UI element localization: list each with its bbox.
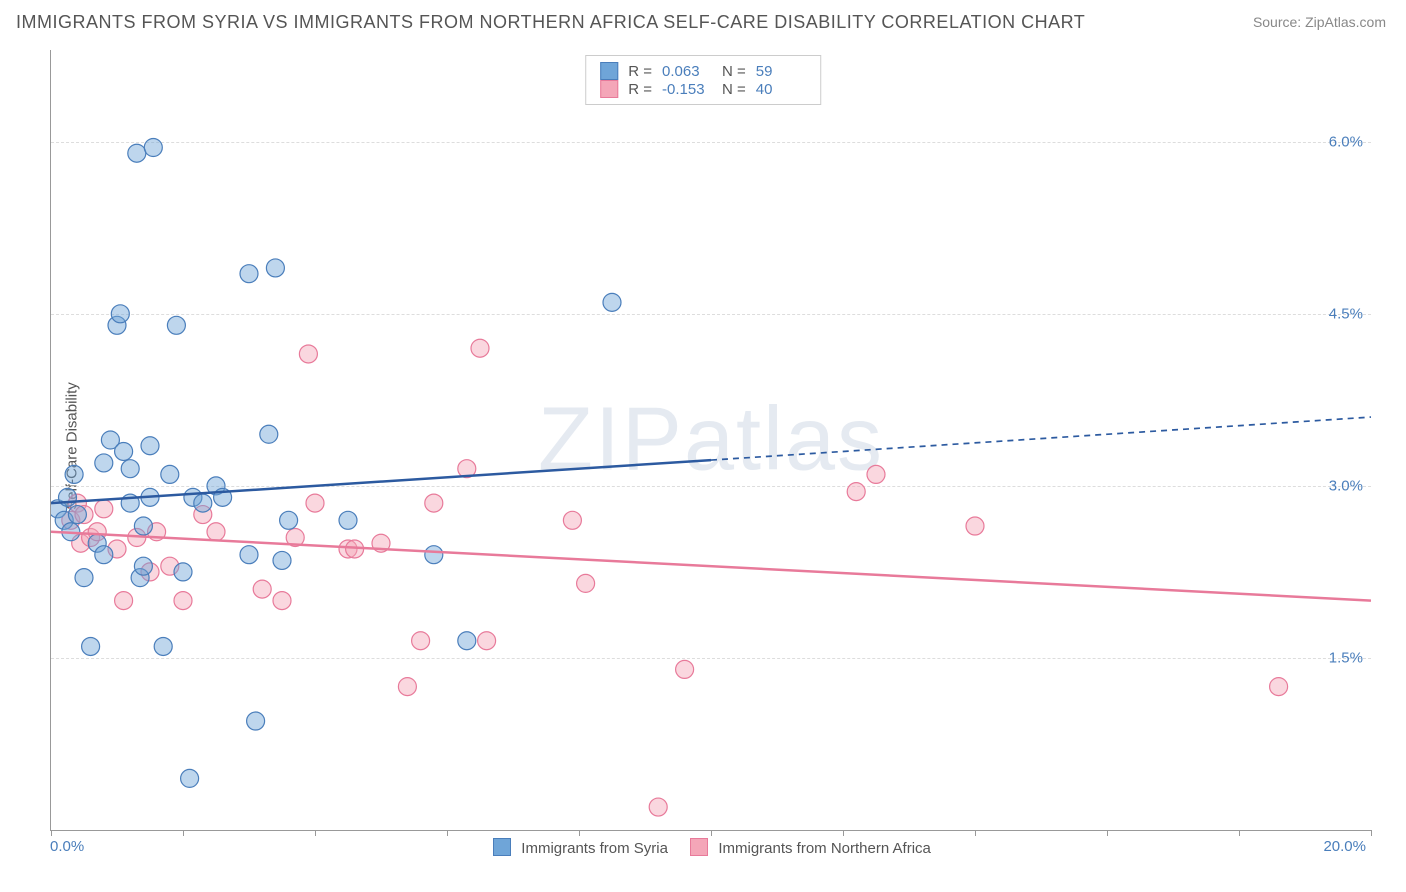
bottom-legend: Immigrants from Syria Immigrants from No… (0, 838, 1406, 857)
plot-area: ZIPatlas 1.5%3.0%4.5%6.0% (50, 50, 1371, 831)
legend-label-syria: Immigrants from Syria (521, 840, 668, 857)
x-tick (315, 830, 316, 836)
legend-r-label: R = (628, 81, 652, 98)
legend-r-label: R = (628, 63, 652, 80)
x-tick (711, 830, 712, 836)
chart-svg (51, 50, 1371, 830)
x-tick (1107, 830, 1108, 836)
source-text: Source: ZipAtlas.com (1253, 14, 1386, 30)
legend-r-syria: 0.063 (662, 63, 712, 80)
legend-row-syria: R = 0.063 N = 59 (600, 62, 806, 80)
chart-title: IMMIGRANTS FROM SYRIA VS IMMIGRANTS FROM… (16, 12, 1085, 33)
legend-n-label: N = (722, 81, 746, 98)
swatch-nafrica (600, 80, 618, 98)
legend-label-nafrica: Immigrants from Northern Africa (718, 840, 931, 857)
x-tick (975, 830, 976, 836)
legend-n-nafrica: 40 (756, 81, 806, 98)
x-tick (843, 830, 844, 836)
legend-r-nafrica: -0.153 (662, 81, 712, 98)
correlation-legend: R = 0.063 N = 59 R = -0.153 N = 40 (585, 55, 821, 105)
legend-n-syria: 59 (756, 63, 806, 80)
swatch-nafrica-bottom (690, 838, 708, 856)
x-tick (1239, 830, 1240, 836)
swatch-syria-bottom (493, 838, 511, 856)
legend-row-nafrica: R = -0.153 N = 40 (600, 80, 806, 98)
legend-n-label: N = (722, 63, 746, 80)
swatch-syria (600, 62, 618, 80)
x-tick (1371, 830, 1372, 836)
x-tick (51, 830, 52, 836)
x-tick (579, 830, 580, 836)
x-tick (447, 830, 448, 836)
x-tick (183, 830, 184, 836)
